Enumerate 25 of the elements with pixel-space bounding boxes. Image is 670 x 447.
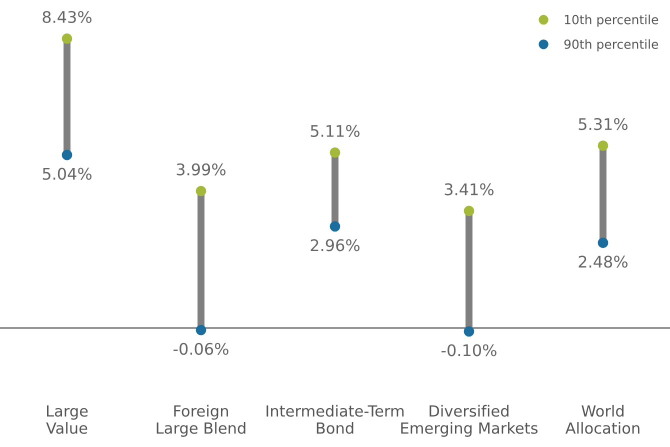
x-tick-label: Large Value [46, 405, 88, 434]
data-label: 5.31% [578, 118, 628, 130]
data-label: 2.96% [310, 239, 360, 252]
point [464, 326, 474, 337]
data-label: 3.99% [176, 163, 226, 176]
point [196, 186, 206, 196]
point [598, 238, 608, 248]
data-label: -0.06% [174, 342, 228, 355]
point [196, 324, 206, 336]
point [330, 147, 340, 158]
data-label: 5.04% [42, 168, 92, 180]
legend-label: 90th percentile [564, 39, 658, 52]
data-label: 5.11% [310, 124, 360, 137]
point [598, 140, 608, 151]
x-tick-label: World Allocation [565, 404, 640, 434]
data-label: 3.41% [444, 183, 494, 196]
legend-label: 10th percentile [564, 14, 658, 27]
data-label: -0.10% [442, 344, 496, 356]
point [464, 206, 474, 216]
data-label: 2.48% [578, 256, 628, 268]
point [330, 221, 340, 232]
point [62, 150, 72, 160]
data-label: 8.43% [42, 10, 92, 24]
x-tick-label: Foreign Large Blend [156, 404, 246, 437]
point [62, 33, 72, 44]
